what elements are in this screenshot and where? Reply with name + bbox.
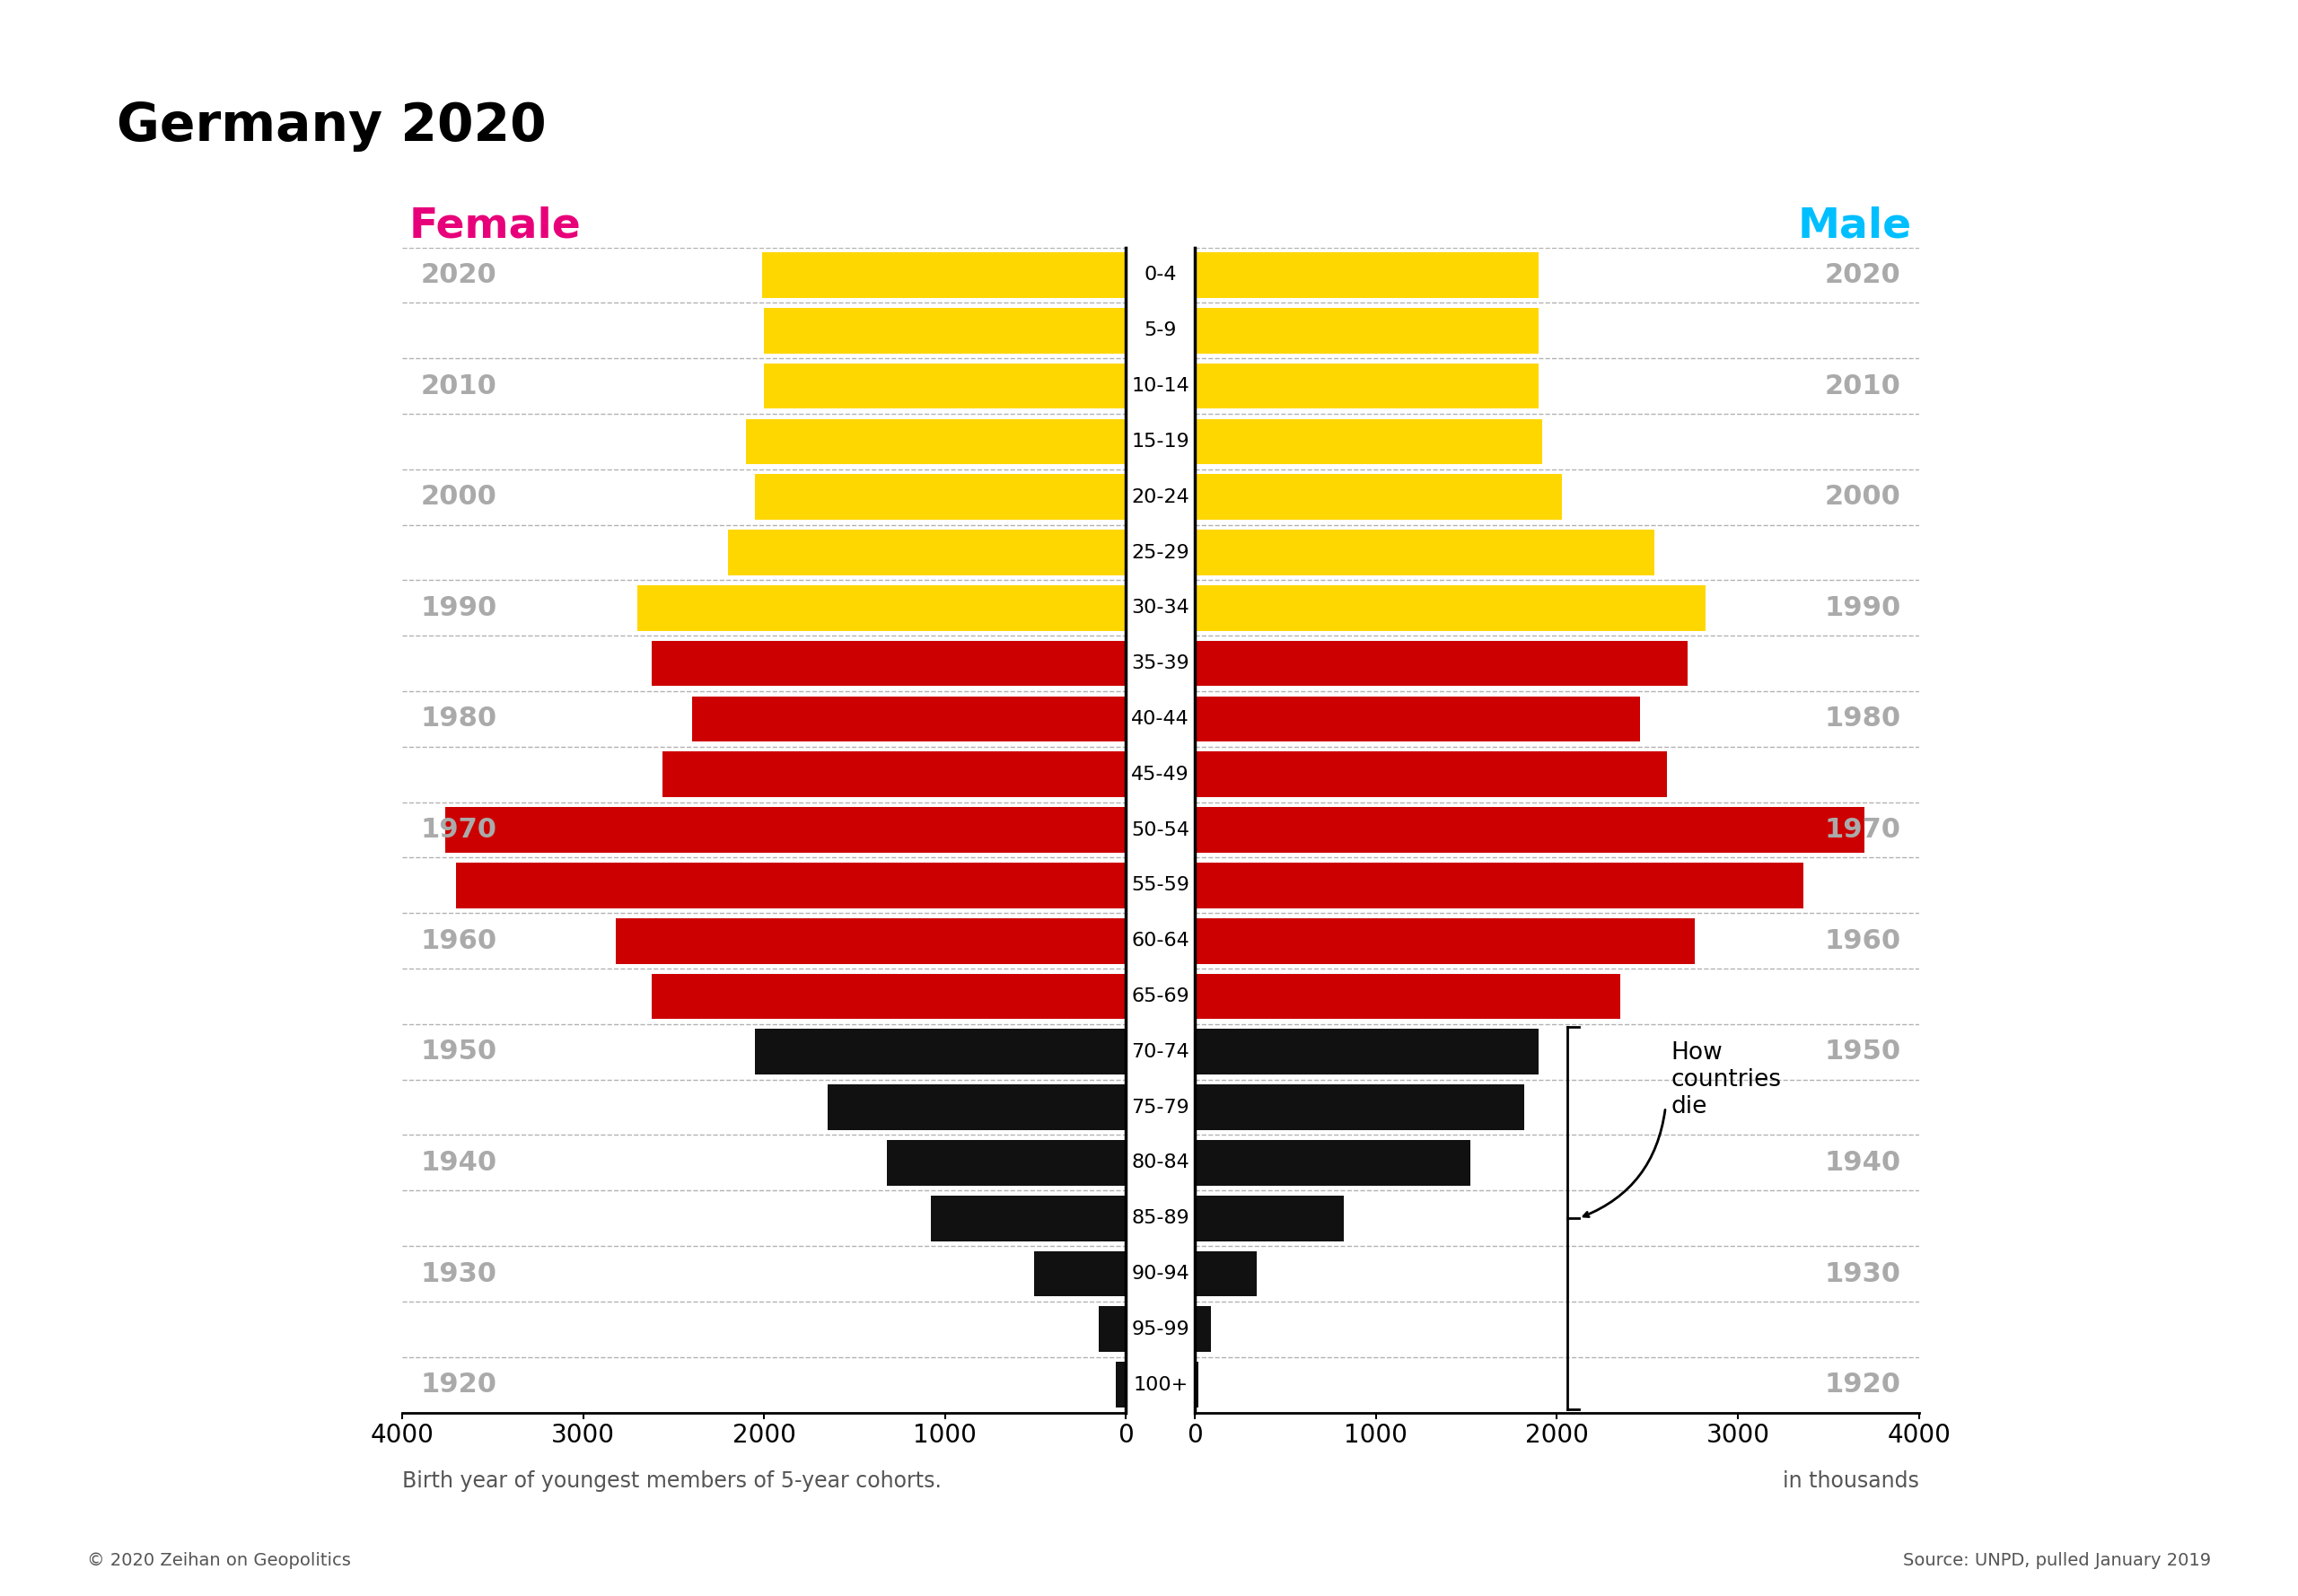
Bar	[1195, 974, 1620, 1020]
Bar	[756, 1029, 1126, 1074]
Bar	[1195, 364, 1540, 409]
Text: Source: UNPD, pulled January 2019: Source: UNPD, pulled January 2019	[1903, 1553, 2211, 1569]
Text: 65-69: 65-69	[1131, 988, 1190, 1005]
Bar	[653, 974, 1126, 1020]
Bar	[1195, 1251, 1257, 1296]
Text: 1930: 1930	[1825, 1261, 1900, 1286]
Text: 1970: 1970	[421, 817, 496, 843]
Text: 2020: 2020	[421, 262, 496, 289]
Bar	[1117, 1361, 1126, 1408]
Bar	[1195, 918, 1694, 964]
Text: 80-84: 80-84	[1131, 1154, 1190, 1171]
Text: 35-39: 35-39	[1131, 654, 1190, 672]
Text: 1930: 1930	[421, 1261, 496, 1286]
Bar	[1195, 586, 1705, 630]
Text: 85-89: 85-89	[1131, 1210, 1190, 1227]
Text: 60-64: 60-64	[1131, 932, 1190, 950]
Bar	[887, 1140, 1126, 1186]
Bar	[653, 640, 1126, 686]
Text: 40-44: 40-44	[1131, 710, 1190, 728]
Bar	[1195, 474, 1563, 520]
Text: 1950: 1950	[1825, 1039, 1900, 1065]
Text: 2020: 2020	[1825, 262, 1900, 289]
Text: 1940: 1940	[421, 1149, 496, 1176]
Text: 1960: 1960	[421, 927, 496, 954]
Text: Male: Male	[1797, 206, 1912, 247]
Bar	[1195, 1085, 1524, 1130]
Text: 1980: 1980	[1825, 705, 1900, 733]
Bar	[1195, 1361, 1197, 1408]
Bar	[446, 808, 1126, 852]
Bar	[931, 1195, 1126, 1242]
Bar	[763, 252, 1126, 298]
Bar	[1195, 252, 1540, 298]
Text: 1980: 1980	[421, 705, 496, 733]
Text: 2010: 2010	[421, 373, 496, 399]
Text: How
countries
die: How countries die	[1671, 1041, 1781, 1119]
Text: 2000: 2000	[421, 484, 496, 511]
Text: 0-4: 0-4	[1144, 267, 1177, 284]
Text: Female: Female	[409, 206, 581, 247]
Text: 55-59: 55-59	[1131, 876, 1190, 894]
Bar	[637, 586, 1126, 630]
Bar	[1195, 640, 1687, 686]
Text: Germany 2020: Germany 2020	[117, 101, 547, 152]
Text: 1920: 1920	[1825, 1371, 1900, 1398]
Bar	[728, 530, 1126, 575]
Bar	[1098, 1307, 1126, 1352]
Text: 1970: 1970	[1825, 817, 1900, 843]
Text: 100+: 100+	[1133, 1376, 1188, 1393]
Bar	[457, 863, 1126, 908]
Bar	[747, 418, 1126, 464]
Bar	[1195, 1140, 1471, 1186]
Text: 2000: 2000	[1825, 484, 1900, 511]
Text: © 2020 Zeihan on Geopolitics: © 2020 Zeihan on Geopolitics	[87, 1553, 352, 1569]
Bar	[662, 752, 1126, 796]
Bar	[756, 474, 1126, 520]
Text: 1940: 1940	[1825, 1149, 1900, 1176]
Text: 1990: 1990	[1825, 595, 1900, 621]
Bar	[827, 1085, 1126, 1130]
Text: 15-19: 15-19	[1131, 433, 1190, 450]
Text: 1950: 1950	[421, 1039, 496, 1065]
Text: Birth year of youngest members of 5-year cohorts.: Birth year of youngest members of 5-year…	[402, 1470, 942, 1492]
Text: 10-14: 10-14	[1131, 377, 1190, 396]
Text: 2010: 2010	[1825, 373, 1900, 399]
Bar	[1195, 530, 1655, 575]
Text: 1960: 1960	[1825, 927, 1900, 954]
Text: in thousands: in thousands	[1783, 1470, 1919, 1492]
Bar	[1195, 1195, 1344, 1242]
Text: 20-24: 20-24	[1131, 488, 1190, 506]
Text: 95-99: 95-99	[1131, 1320, 1190, 1337]
Bar	[1195, 418, 1542, 464]
Text: 1990: 1990	[421, 595, 496, 621]
Text: 45-49: 45-49	[1131, 766, 1190, 784]
Bar	[692, 696, 1126, 742]
Bar	[1034, 1251, 1126, 1296]
Bar	[1195, 752, 1668, 796]
Bar	[1195, 863, 1804, 908]
Text: 5-9: 5-9	[1144, 322, 1177, 340]
Bar	[1195, 808, 1864, 852]
Bar	[1195, 696, 1641, 742]
Text: 50-54: 50-54	[1131, 820, 1190, 839]
Text: 1920: 1920	[421, 1371, 496, 1398]
Text: 30-34: 30-34	[1131, 598, 1190, 618]
Bar	[616, 918, 1126, 964]
Text: 75-79: 75-79	[1131, 1098, 1190, 1116]
Bar	[1195, 308, 1540, 353]
Bar	[1195, 1029, 1540, 1074]
Bar	[763, 308, 1126, 353]
Bar	[1195, 1307, 1211, 1352]
Text: 25-29: 25-29	[1131, 544, 1190, 562]
Bar	[763, 364, 1126, 409]
Text: 90-94: 90-94	[1131, 1264, 1190, 1283]
Text: 70-74: 70-74	[1131, 1042, 1190, 1061]
